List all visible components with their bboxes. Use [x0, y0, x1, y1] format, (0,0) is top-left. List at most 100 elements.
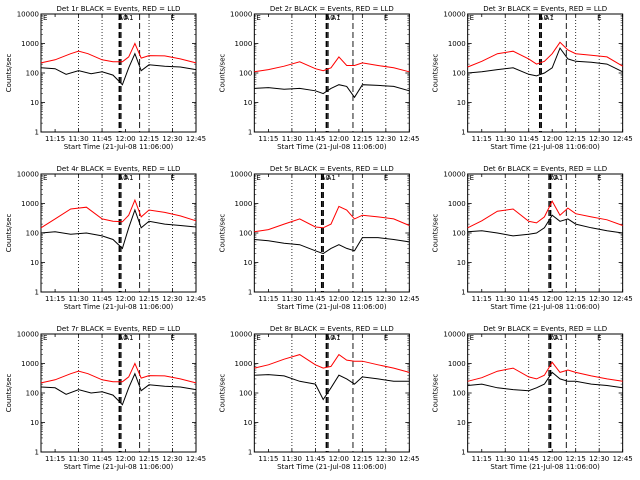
marker-e-right: E [171, 14, 175, 22]
y-tick-label: 1 [35, 449, 39, 457]
y-axis-label: Counts/sec [5, 54, 13, 93]
marker-e-left: E [256, 334, 260, 342]
y-tick-label: 1000 [235, 200, 253, 208]
y-tick-label: 10 [243, 259, 252, 267]
plot-frame [253, 13, 410, 133]
y-tick-label: 1 [35, 289, 39, 297]
y-tick-label: 1 [461, 129, 465, 137]
y-tick-label: 10 [457, 99, 466, 107]
attenuator-marker-a1: A1 [124, 174, 133, 182]
attenuator-marker-a1: A1 [554, 334, 563, 342]
attenuator-marker-a0: A0 [325, 334, 334, 342]
y-tick-label: 1000 [21, 360, 39, 368]
plot-frame [467, 173, 624, 293]
x-tick-label: 12:30 [162, 455, 182, 463]
y-axis-label: Counts/sec [218, 214, 226, 253]
x-axis-label: Start Time (21-Jul-08 11:06:00) [490, 143, 600, 151]
y-tick-label: 1000 [235, 40, 253, 48]
detector-panel-2: Det 2r BLACK = Events, RED = LLD 11:15 11:… [218, 5, 419, 151]
y-tick-label: 1 [461, 289, 465, 297]
x-tick-label: 12:30 [162, 135, 182, 143]
y-axis-label: Counts/sec [432, 374, 440, 413]
x-tick-label: 11:30 [495, 135, 515, 143]
x-tick-label: 11:15 [258, 455, 278, 463]
y-tick-label: 100 [452, 230, 465, 238]
x-tick-label: 11:30 [282, 455, 302, 463]
y-tick-label: 1 [248, 129, 252, 137]
x-axis-label: Start Time (21-Jul-08 11:06:00) [277, 463, 387, 471]
x-tick-label: 12:45 [186, 455, 206, 463]
y-tick-label: 1 [248, 289, 252, 297]
y-tick-label: 1000 [448, 200, 466, 208]
y-tick-label: 10 [30, 419, 39, 427]
attenuator-marker-a1: A1 [331, 334, 340, 342]
x-tick-label: 12:30 [589, 135, 609, 143]
x-tick-label: 12:00 [542, 135, 562, 143]
x-tick-label: 12:45 [186, 295, 206, 303]
x-tick-label: 12:45 [613, 135, 633, 143]
y-tick-label: 10 [30, 259, 39, 267]
attenuator-marker-a0: A0 [321, 174, 330, 182]
x-tick-label: 12:00 [329, 295, 349, 303]
marker-e-left: E [470, 174, 474, 182]
x-tick-label: 11:30 [495, 455, 515, 463]
attenuator-marker-a0: A0 [539, 14, 548, 22]
y-tick-label: 10000 [443, 331, 465, 339]
marker-e-left: E [43, 334, 47, 342]
x-tick-label: 12:15 [352, 295, 372, 303]
x-tick-label: 11:15 [45, 135, 65, 143]
y-tick-label: 100 [452, 70, 465, 78]
attenuator-marker-a0: A0 [118, 334, 127, 342]
x-tick-label: 12:30 [376, 135, 396, 143]
y-tick-label: 10 [243, 419, 252, 427]
attenuator-marker-a0: A0 [118, 174, 127, 182]
x-tick-label: 11:15 [472, 455, 492, 463]
attenuator-marker-a1: A1 [327, 174, 336, 182]
x-tick-label: 12:15 [139, 135, 159, 143]
lld-series-line [40, 198, 197, 229]
x-tick-label: 12:15 [566, 135, 586, 143]
x-tick-label: 12:45 [399, 455, 419, 463]
panel-title: Det 4r BLACK = Events, RED = LLD [57, 165, 181, 173]
attenuator-marker-a0: A0 [118, 14, 127, 22]
panel-title: Det 5r BLACK = Events, RED = LLD [270, 165, 394, 173]
y-tick-label: 100 [26, 390, 39, 398]
events-series-line [467, 214, 623, 237]
marker-e-right: E [384, 14, 388, 22]
marker-e-left: E [43, 14, 47, 22]
detector-panel-5: Det 5r BLACK = Events, RED = LLD 11:15 11:… [218, 165, 419, 311]
x-tick-label: 11:15 [45, 455, 65, 463]
y-tick-label: 10000 [17, 171, 39, 179]
events-series-line [467, 47, 623, 77]
marker-e-left: E [256, 174, 260, 182]
x-tick-label: 11:15 [472, 135, 492, 143]
y-axis-label: Counts/sec [432, 54, 440, 93]
attenuator-marker-a1: A1 [124, 14, 133, 22]
y-tick-label: 1 [248, 449, 252, 457]
y-axis-label: Counts/sec [432, 214, 440, 253]
y-tick-label: 10000 [230, 11, 252, 19]
x-tick-label: 11:30 [282, 295, 302, 303]
y-tick-label: 100 [26, 230, 39, 238]
x-tick-label: 11:30 [68, 295, 88, 303]
y-tick-label: 100 [239, 70, 252, 78]
x-tick-label: 12:45 [613, 455, 633, 463]
x-tick-label: 12:00 [329, 455, 349, 463]
plot-frame [253, 173, 410, 293]
x-tick-label: 12:45 [613, 295, 633, 303]
x-tick-label: 11:45 [92, 135, 112, 143]
panel-title: Det 8r BLACK = Events, RED = LLD [270, 325, 394, 333]
marker-e-right: E [597, 174, 601, 182]
detector-panel-8: Det 8r BLACK = Events, RED = LLD 11:15 11:… [218, 325, 419, 471]
y-axis-label: Counts/sec [218, 374, 226, 413]
x-tick-label: 12:15 [566, 455, 586, 463]
attenuator-marker-a1: A1 [545, 14, 554, 22]
x-tick-label: 12:15 [352, 455, 372, 463]
x-tick-label: 12:00 [542, 295, 562, 303]
x-axis-label: Start Time (21-Jul-08 11:06:00) [64, 143, 174, 151]
marker-e-right: E [597, 334, 601, 342]
x-tick-label: 12:15 [352, 135, 372, 143]
